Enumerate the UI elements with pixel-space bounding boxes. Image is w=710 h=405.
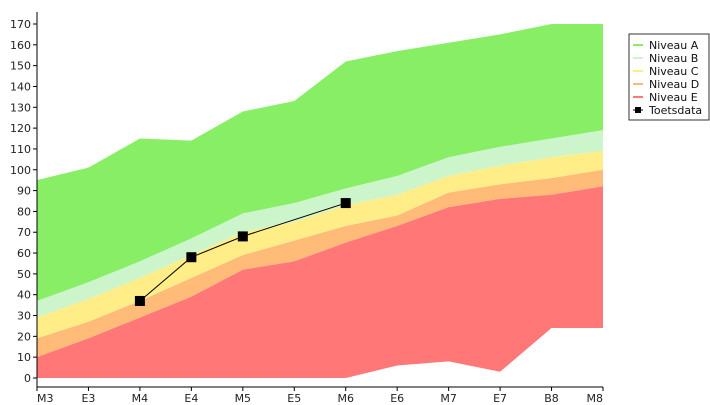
data-point [340, 198, 351, 209]
legend-label: Toetsdata [648, 104, 702, 117]
y-tick-label: 40 [17, 289, 31, 302]
toetsdata-series [134, 198, 351, 306]
x-tick-label: E6 [390, 392, 404, 405]
x-tick-label: E7 [493, 392, 507, 405]
band-niveau-b [37, 130, 603, 318]
legend-label: Niveau E [649, 91, 698, 104]
data-point [237, 231, 248, 242]
x-tick-label: E4 [184, 392, 198, 405]
band-niveau-e [37, 186, 603, 378]
x-tick-label: M3 [37, 392, 54, 405]
x-tick-label: E3 [81, 392, 95, 405]
y-tick-label: 20 [17, 330, 31, 343]
level-bands [37, 24, 603, 378]
y-tick-label: 120 [10, 122, 31, 135]
y-tick-label: 30 [17, 310, 31, 323]
series-line [139, 202, 346, 302]
x-tick-label: M4 [132, 392, 149, 405]
data-point [186, 252, 197, 263]
band-niveau-a [37, 24, 603, 301]
y-tick-label: 60 [17, 247, 31, 260]
band-niveau-c [37, 151, 603, 339]
y-tick-label: 170 [10, 18, 31, 31]
y-tick-label: 140 [10, 80, 31, 93]
axes [36, 12, 603, 388]
x-ticks: M3 E3 M4 E4 M5 E5 M6 E6 M7 E7 B8 M8 [36, 387, 604, 405]
y-tick-label: 10 [17, 351, 31, 364]
y-tick-label: 130 [10, 101, 31, 114]
y-tick-label: 0 [24, 372, 31, 385]
y-tick-label: 160 [10, 39, 31, 52]
legend-label: Niveau C [649, 65, 699, 78]
data-point [134, 295, 145, 306]
y-tick-label: 80 [17, 205, 31, 218]
band-niveau-d [37, 169, 603, 358]
y-tick-label: 50 [17, 268, 31, 281]
legend-marker [635, 107, 641, 113]
y-tick-label: 150 [10, 60, 31, 73]
legend-label: Niveau A [649, 39, 699, 52]
y-tick-label: 110 [10, 143, 31, 156]
legend-label: Niveau D [649, 78, 699, 91]
legend-label: Niveau B [649, 52, 698, 65]
y-ticks: 0 10 20 30 40 50 60 70 80 90 100 110 120 130 140 150 160… [10, 18, 37, 385]
x-tick-label: M5 [235, 392, 252, 405]
x-tick-label: B8 [544, 392, 559, 405]
x-tick-label: M8 [587, 392, 604, 405]
x-tick-label: M7 [440, 392, 457, 405]
y-tick-label: 90 [17, 185, 31, 198]
y-tick-label: 100 [10, 164, 31, 177]
y-tick-label: 70 [17, 226, 31, 239]
x-tick-label: E5 [287, 392, 301, 405]
x-tick-label: M6 [337, 392, 354, 405]
legend-box [628, 33, 710, 121]
